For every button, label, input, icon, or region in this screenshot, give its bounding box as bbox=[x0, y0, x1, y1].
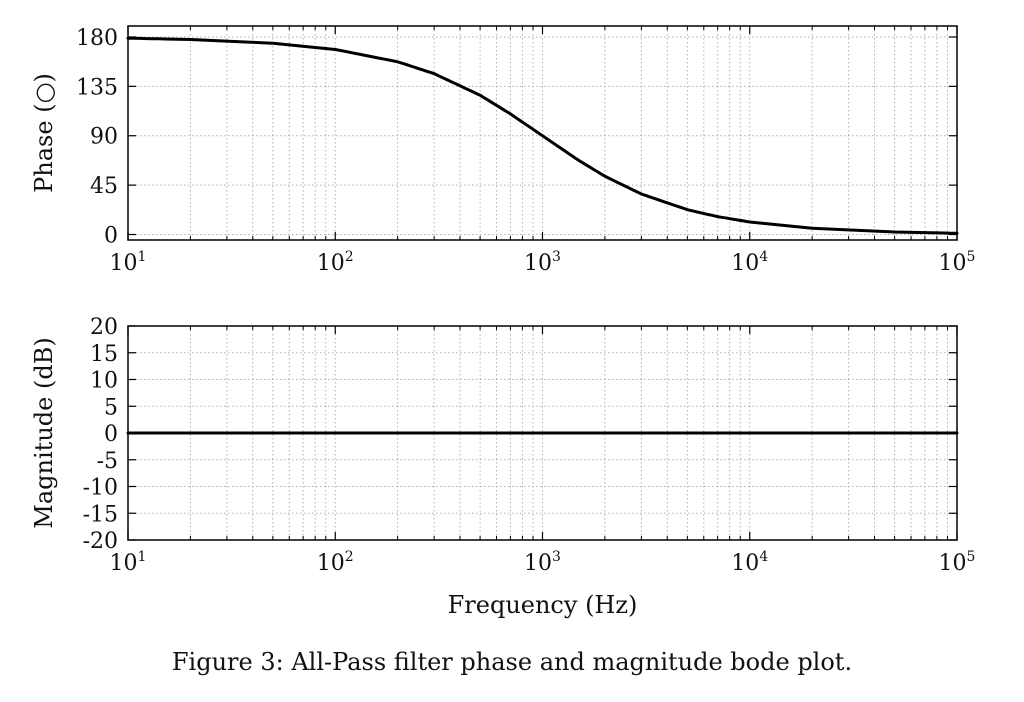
x-tick-label: 104 bbox=[731, 249, 768, 276]
plot-frame bbox=[127, 325, 958, 541]
x-tick-label: 101 bbox=[110, 549, 147, 576]
x-tick-label: 101 bbox=[110, 249, 147, 276]
x-tick-label: 105 bbox=[939, 549, 976, 576]
y-tick-label: 15 bbox=[90, 342, 118, 367]
y-tick-label: 20 bbox=[90, 315, 118, 340]
x-tick-label: 102 bbox=[317, 549, 354, 576]
y-tick-label: -20 bbox=[83, 529, 118, 554]
phase-plot: 101 102 103 104 105 0 45 90 135 180 Phase (○) bbox=[30, 25, 976, 276]
y-axis-label: Magnitude (dB) bbox=[30, 337, 58, 528]
x-axis-label: Frequency (Hz) bbox=[448, 591, 638, 619]
y-tick-label: 180 bbox=[76, 26, 118, 51]
magnitude-plot: 101 102 103 104 10520151050-5-10-15-20Magnit… bbox=[30, 315, 975, 619]
y-tick-label: -5 bbox=[97, 449, 118, 474]
figure-caption: Figure 3: All-Pass filter phase and magn… bbox=[171, 648, 853, 676]
grid bbox=[128, 26, 957, 240]
y-axis-label: Phase (○) bbox=[30, 73, 58, 193]
plot-frame bbox=[127, 25, 958, 241]
y-tick-label: 45 bbox=[90, 174, 118, 199]
phase-curve bbox=[126, 36, 959, 235]
x-tick-label: 103 bbox=[524, 549, 561, 576]
y-tick-label: 0 bbox=[104, 422, 118, 447]
y-tick-label: 0 bbox=[104, 224, 118, 249]
y-tick-label: 90 bbox=[90, 125, 118, 150]
y-tick-label: -10 bbox=[83, 476, 118, 501]
x-tick-label: 104 bbox=[731, 549, 768, 576]
x-tick-label: 103 bbox=[524, 249, 561, 276]
y-tick-label: 5 bbox=[104, 395, 118, 420]
y-tick-label: -15 bbox=[83, 502, 118, 527]
y-tick-label: 135 bbox=[76, 75, 118, 100]
x-tick-label: 102 bbox=[317, 249, 354, 276]
y-tick-label: 10 bbox=[90, 369, 118, 394]
x-tick-label: 105 bbox=[939, 249, 976, 276]
